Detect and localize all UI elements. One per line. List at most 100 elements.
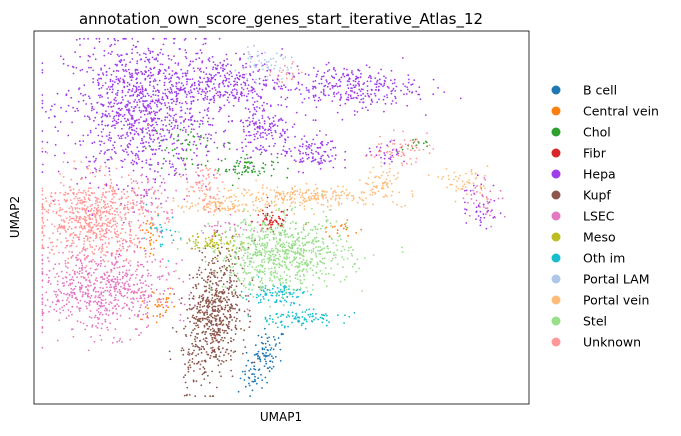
- point: [175, 262, 178, 265]
- point: [355, 84, 357, 87]
- point: [131, 72, 134, 75]
- point: [287, 68, 289, 71]
- point: [222, 283, 225, 286]
- point: [120, 135, 122, 138]
- point: [380, 161, 383, 164]
- point: [253, 106, 256, 109]
- point: [268, 145, 271, 148]
- point: [276, 186, 279, 189]
- point: [206, 311, 209, 314]
- point: [263, 255, 266, 258]
- point: [126, 146, 129, 148]
- point: [171, 102, 173, 104]
- point: [99, 281, 102, 284]
- point: [161, 303, 163, 306]
- point: [300, 138, 303, 141]
- point: [333, 274, 335, 276]
- point: [47, 281, 50, 284]
- point: [124, 105, 127, 108]
- point: [457, 177, 460, 180]
- point: [192, 329, 195, 332]
- point: [141, 300, 144, 303]
- point: [177, 152, 180, 155]
- point: [265, 360, 267, 363]
- point: [315, 198, 318, 200]
- point: [107, 158, 110, 161]
- point: [223, 59, 226, 62]
- point: [193, 322, 196, 325]
- point: [154, 152, 157, 155]
- point: [260, 62, 263, 64]
- point: [459, 97, 462, 100]
- point: [348, 316, 351, 318]
- point: [297, 262, 300, 265]
- point: [345, 227, 348, 230]
- point: [147, 324, 150, 327]
- point: [274, 129, 277, 132]
- point: [279, 218, 282, 220]
- point: [238, 71, 240, 74]
- point: [125, 272, 127, 275]
- point: [258, 357, 261, 360]
- point: [314, 237, 316, 240]
- point: [117, 305, 120, 308]
- point: [121, 242, 124, 245]
- point: [294, 193, 297, 196]
- point: [192, 240, 195, 243]
- point: [297, 83, 300, 85]
- point: [151, 153, 154, 156]
- point: [261, 248, 264, 251]
- point: [274, 345, 277, 347]
- point: [333, 76, 335, 79]
- point: [193, 370, 195, 372]
- point: [383, 195, 386, 198]
- point: [189, 60, 192, 63]
- point: [140, 70, 143, 73]
- point: [346, 257, 349, 260]
- point: [167, 67, 170, 69]
- point: [109, 301, 112, 303]
- point: [464, 208, 466, 211]
- point: [317, 318, 319, 321]
- point: [128, 142, 131, 145]
- point: [185, 148, 188, 151]
- point: [236, 84, 239, 86]
- point: [197, 98, 199, 101]
- point: [277, 249, 280, 252]
- point: [130, 90, 133, 92]
- point: [76, 107, 78, 110]
- point: [282, 130, 284, 132]
- point: [228, 115, 230, 118]
- point: [235, 74, 238, 77]
- point: [164, 119, 167, 121]
- point: [350, 71, 353, 74]
- point: [216, 254, 219, 257]
- point: [219, 75, 222, 77]
- point: [139, 263, 142, 266]
- point: [299, 188, 302, 191]
- point: [127, 185, 129, 187]
- point: [71, 65, 74, 68]
- point: [301, 316, 304, 318]
- point: [274, 131, 277, 134]
- point: [123, 80, 125, 83]
- point: [274, 142, 276, 145]
- point: [141, 173, 144, 176]
- point: [159, 175, 162, 177]
- point: [313, 189, 315, 192]
- point: [238, 250, 241, 253]
- point: [187, 366, 190, 369]
- point: [67, 284, 70, 287]
- point: [62, 58, 65, 61]
- point: [198, 247, 201, 249]
- point: [356, 201, 359, 204]
- point: [155, 239, 158, 242]
- point: [333, 251, 336, 254]
- point: [189, 86, 192, 88]
- point: [218, 359, 221, 362]
- point: [128, 222, 131, 225]
- point: [380, 68, 382, 71]
- point: [51, 105, 53, 107]
- point: [376, 101, 379, 104]
- point: [284, 230, 286, 233]
